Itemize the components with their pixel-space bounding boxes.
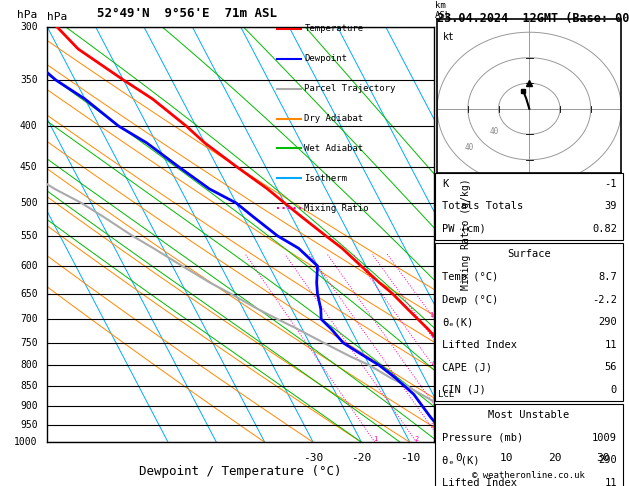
Text: Dewpoint: Dewpoint [304, 54, 347, 63]
Text: 11: 11 [604, 340, 617, 349]
Text: 40: 40 [465, 142, 474, 152]
Text: 2: 2 [415, 436, 419, 442]
Text: 350: 350 [20, 75, 38, 85]
Text: θₑ (K): θₑ (K) [442, 455, 480, 465]
Text: 39: 39 [604, 201, 617, 211]
Text: 700: 700 [20, 314, 38, 324]
Bar [435, 404, 623, 486]
Text: kt: kt [443, 32, 455, 42]
Text: Temperature: Temperature [304, 24, 364, 34]
Text: LCL: LCL [438, 390, 454, 399]
Text: © weatheronline.co.uk: © weatheronline.co.uk [472, 470, 585, 480]
Text: -1: -1 [604, 179, 617, 189]
Text: 56: 56 [604, 362, 617, 372]
Text: 290: 290 [598, 455, 617, 465]
Text: Temp (°C): Temp (°C) [442, 272, 499, 282]
Text: 30: 30 [596, 452, 610, 463]
Text: -30: -30 [303, 452, 323, 463]
Text: -20: -20 [352, 452, 372, 463]
Text: Dewp (°C): Dewp (°C) [442, 295, 499, 305]
Text: 800: 800 [20, 360, 38, 370]
Text: 400: 400 [20, 121, 38, 131]
Text: Totals Totals: Totals Totals [442, 201, 523, 211]
Text: 23.04.2024  12GMT (Base: 00): 23.04.2024 12GMT (Base: 00) [437, 12, 629, 25]
Text: -10: -10 [399, 452, 420, 463]
Bar [435, 243, 623, 401]
Text: CIN (J): CIN (J) [442, 384, 486, 395]
Text: 290: 290 [598, 317, 617, 327]
Text: 550: 550 [20, 231, 38, 241]
Text: 950: 950 [20, 419, 38, 430]
Text: 500: 500 [20, 198, 38, 208]
Text: 1000: 1000 [14, 437, 38, 447]
Text: 300: 300 [20, 22, 38, 32]
Text: 20: 20 [548, 452, 562, 463]
Text: Surface: Surface [507, 249, 550, 260]
Text: km
ASL: km ASL [435, 1, 451, 20]
Text: 4: 4 [431, 398, 435, 403]
Text: 600: 600 [20, 261, 38, 271]
Text: Dewpoint / Temperature (°C): Dewpoint / Temperature (°C) [140, 465, 342, 478]
Text: Most Unstable: Most Unstable [488, 410, 569, 420]
Text: 650: 650 [20, 289, 38, 298]
Text: 750: 750 [20, 338, 38, 348]
Text: 0: 0 [611, 384, 617, 395]
Text: Pressure (mb): Pressure (mb) [442, 433, 523, 443]
Text: 450: 450 [20, 162, 38, 172]
Text: 3: 3 [431, 423, 435, 429]
Text: K: K [442, 179, 448, 189]
Text: Wet Adiabat: Wet Adiabat [304, 144, 364, 153]
Text: 1: 1 [373, 436, 377, 442]
Text: 52°49'N  9°56'E  71m ASL: 52°49'N 9°56'E 71m ASL [97, 7, 277, 20]
Text: 0.82: 0.82 [592, 224, 617, 234]
Text: 0: 0 [455, 452, 462, 463]
Text: -2.2: -2.2 [592, 295, 617, 305]
Text: 850: 850 [20, 381, 38, 391]
Text: θₑ(K): θₑ(K) [442, 317, 474, 327]
Text: hPa: hPa [47, 12, 67, 22]
Text: 40: 40 [489, 127, 499, 136]
Text: 10: 10 [500, 452, 513, 463]
Text: Mixing Ratio: Mixing Ratio [304, 204, 369, 213]
Text: PW (cm): PW (cm) [442, 224, 486, 234]
Text: Parcel Trajectory: Parcel Trajectory [304, 84, 396, 93]
Bar [435, 173, 623, 240]
Text: Isotherm: Isotherm [304, 174, 347, 183]
Text: 6: 6 [431, 361, 436, 366]
Text: 1009: 1009 [592, 433, 617, 443]
Text: 8.7: 8.7 [598, 272, 617, 282]
Text: 900: 900 [20, 401, 38, 411]
Text: Lifted Index: Lifted Index [442, 340, 517, 349]
Text: Dry Adiabat: Dry Adiabat [304, 114, 364, 123]
Text: Lifted Index: Lifted Index [442, 478, 517, 486]
Text: hPa: hPa [17, 11, 38, 20]
Text: Mixing Ratio (g/kg): Mixing Ratio (g/kg) [461, 179, 471, 290]
Text: 11: 11 [604, 478, 617, 486]
Text: CAPE (J): CAPE (J) [442, 362, 493, 372]
Text: 8: 8 [431, 332, 435, 338]
Text: 10: 10 [429, 312, 438, 318]
